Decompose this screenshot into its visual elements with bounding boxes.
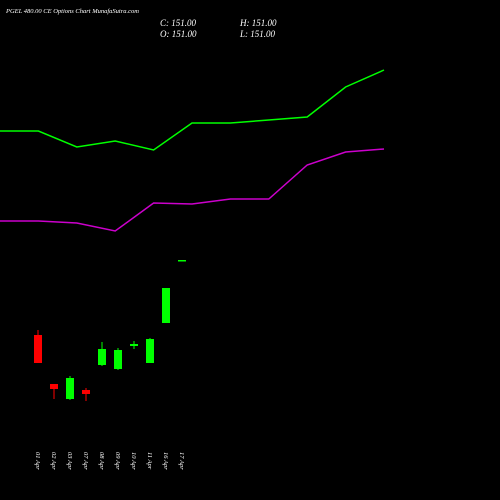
x-tick-label: 09 Apr (114, 452, 121, 470)
x-tick-label: 01 Apr (34, 452, 41, 470)
ohlc-label: C: 151.00 (160, 18, 197, 28)
line (0, 148, 385, 232)
x-tick-label: 10 Apr (130, 452, 137, 470)
candle-body (82, 390, 90, 394)
candle-body (178, 260, 186, 262)
candle-body (130, 344, 138, 346)
x-tick-label: 17 Apr (178, 452, 185, 470)
candle-body (98, 349, 106, 365)
x-tick-label: 07 Apr (82, 452, 89, 470)
candle-body (34, 335, 42, 363)
x-tick-label: 02 Apr (50, 452, 57, 470)
candle-body (66, 378, 74, 399)
x-tick-label: 11 Apr (146, 452, 153, 470)
ohlc-label: H: 151.00 (239, 18, 277, 28)
chart-title: PGEL 480.00 CE Options Chart MunafaSutra… (5, 8, 139, 15)
ohlc-label: L: 151.00 (239, 29, 276, 39)
x-tick-label: 03 Apr (66, 452, 73, 470)
candle-body (114, 350, 122, 369)
line (0, 69, 385, 151)
candle-body (146, 339, 154, 363)
x-tick-label: 08 Apr (98, 452, 105, 470)
candle-body (50, 384, 58, 389)
x-tick-label: 16 Apr (162, 452, 169, 470)
ohlc-label: O: 151.00 (160, 29, 197, 39)
candle-body (162, 288, 170, 323)
